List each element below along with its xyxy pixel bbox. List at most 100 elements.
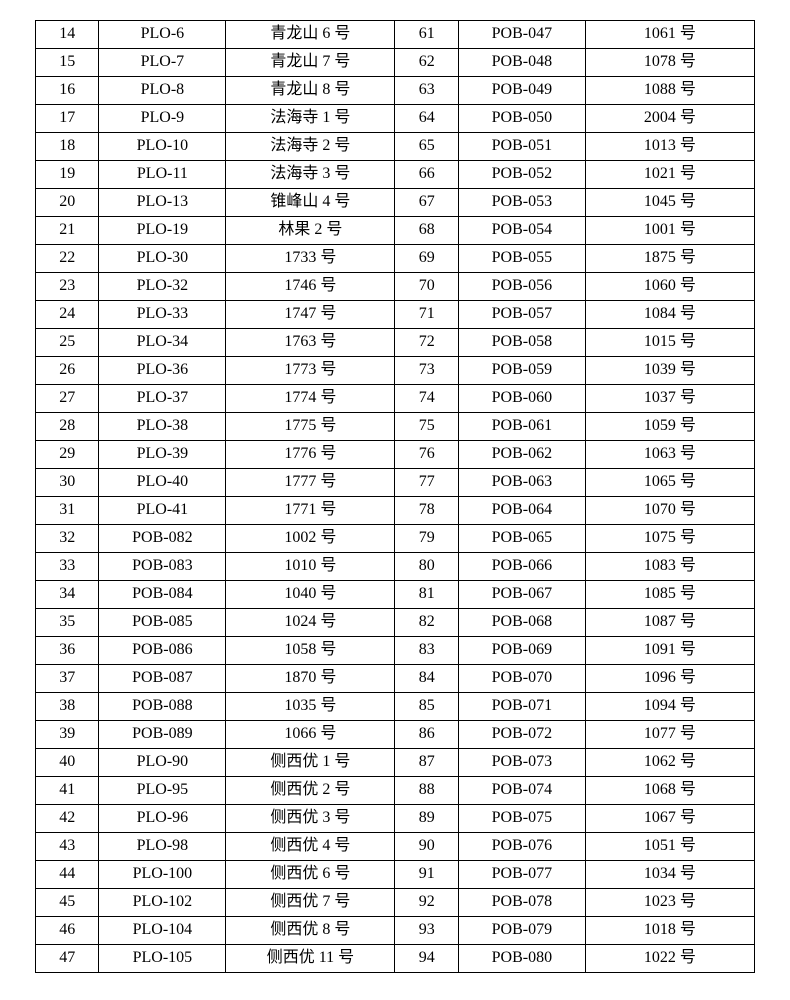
table-row: 30PLO-401777 号77POB-0631065 号 [36,469,755,497]
table-row: 24PLO-331747 号71POB-0571084 号 [36,301,755,329]
cell-index-left: 20 [36,189,99,217]
cell-index-left: 29 [36,441,99,469]
cell-name-right: 1084 号 [585,301,754,329]
cell-index-left: 21 [36,217,99,245]
cell-name-right: 1018 号 [585,917,754,945]
cell-name-right: 1013 号 [585,133,754,161]
cell-name-right: 1068 号 [585,777,754,805]
cell-name-right: 1059 号 [585,413,754,441]
cell-name-left: 1747 号 [226,301,395,329]
cell-index-left: 45 [36,889,99,917]
cell-index-right: 84 [395,665,458,693]
cell-index-left: 24 [36,301,99,329]
cell-name-right: 1039 号 [585,357,754,385]
table-row: 25PLO-341763 号72POB-0581015 号 [36,329,755,357]
cell-name-right: 1077 号 [585,721,754,749]
table-row: 41PLO-95侧西优 2 号88POB-0741068 号 [36,777,755,805]
cell-index-left: 25 [36,329,99,357]
cell-index-right: 63 [395,77,458,105]
cell-index-left: 40 [36,749,99,777]
cell-index-right: 93 [395,917,458,945]
cell-index-right: 90 [395,833,458,861]
cell-name-right: 1022 号 [585,945,754,973]
table-row: 33POB-0831010 号80POB-0661083 号 [36,553,755,581]
cell-name-left: 侧西优 11 号 [226,945,395,973]
cell-name-left: 1035 号 [226,693,395,721]
cell-index-right: 64 [395,105,458,133]
cell-index-left: 36 [36,637,99,665]
table-row: 18PLO-10法海寺 2 号65POB-0511013 号 [36,133,755,161]
cell-index-right: 67 [395,189,458,217]
cell-name-left: 侧西优 1 号 [226,749,395,777]
cell-index-left: 28 [36,413,99,441]
cell-code-right: POB-050 [458,105,585,133]
cell-code-left: POB-089 [99,721,226,749]
cell-code-left: POB-083 [99,553,226,581]
cell-name-right: 1051 号 [585,833,754,861]
cell-name-right: 1085 号 [585,581,754,609]
cell-name-right: 1015 号 [585,329,754,357]
cell-name-right: 1083 号 [585,553,754,581]
cell-index-right: 69 [395,245,458,273]
table-row: 36POB-0861058 号83POB-0691091 号 [36,637,755,665]
cell-name-left: 1777 号 [226,469,395,497]
table-row: 40PLO-90侧西优 1 号87POB-0731062 号 [36,749,755,777]
cell-code-right: POB-061 [458,413,585,441]
cell-name-left: 1746 号 [226,273,395,301]
cell-index-right: 72 [395,329,458,357]
cell-name-left: 1775 号 [226,413,395,441]
cell-code-right: POB-078 [458,889,585,917]
cell-name-right: 1067 号 [585,805,754,833]
cell-index-right: 81 [395,581,458,609]
cell-index-left: 47 [36,945,99,973]
cell-name-left: 侧西优 3 号 [226,805,395,833]
cell-code-left: PLO-8 [99,77,226,105]
cell-name-right: 1021 号 [585,161,754,189]
cell-code-left: PLO-30 [99,245,226,273]
cell-code-right: POB-069 [458,637,585,665]
cell-name-left: 侧西优 7 号 [226,889,395,917]
cell-index-right: 91 [395,861,458,889]
cell-code-left: PLO-96 [99,805,226,833]
cell-name-left: 1773 号 [226,357,395,385]
cell-code-left: PLO-104 [99,917,226,945]
cell-index-left: 22 [36,245,99,273]
cell-code-left: PLO-95 [99,777,226,805]
cell-code-left: PLO-9 [99,105,226,133]
cell-code-right: POB-072 [458,721,585,749]
cell-index-right: 79 [395,525,458,553]
cell-code-left: PLO-102 [99,889,226,917]
table-row: 20PLO-13锥峰山 4 号67POB-0531045 号 [36,189,755,217]
cell-code-left: PLO-33 [99,301,226,329]
cell-name-right: 1001 号 [585,217,754,245]
cell-code-left: PLO-40 [99,469,226,497]
cell-name-left: 1771 号 [226,497,395,525]
cell-code-left: PLO-41 [99,497,226,525]
cell-code-right: POB-077 [458,861,585,889]
table-row: 15PLO-7青龙山 7 号62POB-0481078 号 [36,49,755,77]
cell-code-right: POB-063 [458,469,585,497]
cell-index-left: 23 [36,273,99,301]
cell-code-right: POB-047 [458,21,585,49]
cell-code-right: POB-074 [458,777,585,805]
cell-code-right: POB-076 [458,833,585,861]
cell-index-left: 38 [36,693,99,721]
cell-index-left: 17 [36,105,99,133]
cell-code-left: POB-087 [99,665,226,693]
cell-name-left: 青龙山 7 号 [226,49,395,77]
cell-name-left: 青龙山 6 号 [226,21,395,49]
table-row: 29PLO-391776 号76POB-0621063 号 [36,441,755,469]
cell-code-right: POB-059 [458,357,585,385]
cell-index-right: 82 [395,609,458,637]
cell-index-left: 32 [36,525,99,553]
cell-index-left: 46 [36,917,99,945]
cell-code-left: POB-086 [99,637,226,665]
cell-index-left: 18 [36,133,99,161]
cell-index-right: 77 [395,469,458,497]
table-row: 35POB-0851024 号82POB-0681087 号 [36,609,755,637]
cell-code-left: PLO-98 [99,833,226,861]
cell-name-left: 1040 号 [226,581,395,609]
table-row: 43PLO-98侧西优 4 号90POB-0761051 号 [36,833,755,861]
table-row: 39POB-0891066 号86POB-0721077 号 [36,721,755,749]
cell-code-right: POB-080 [458,945,585,973]
